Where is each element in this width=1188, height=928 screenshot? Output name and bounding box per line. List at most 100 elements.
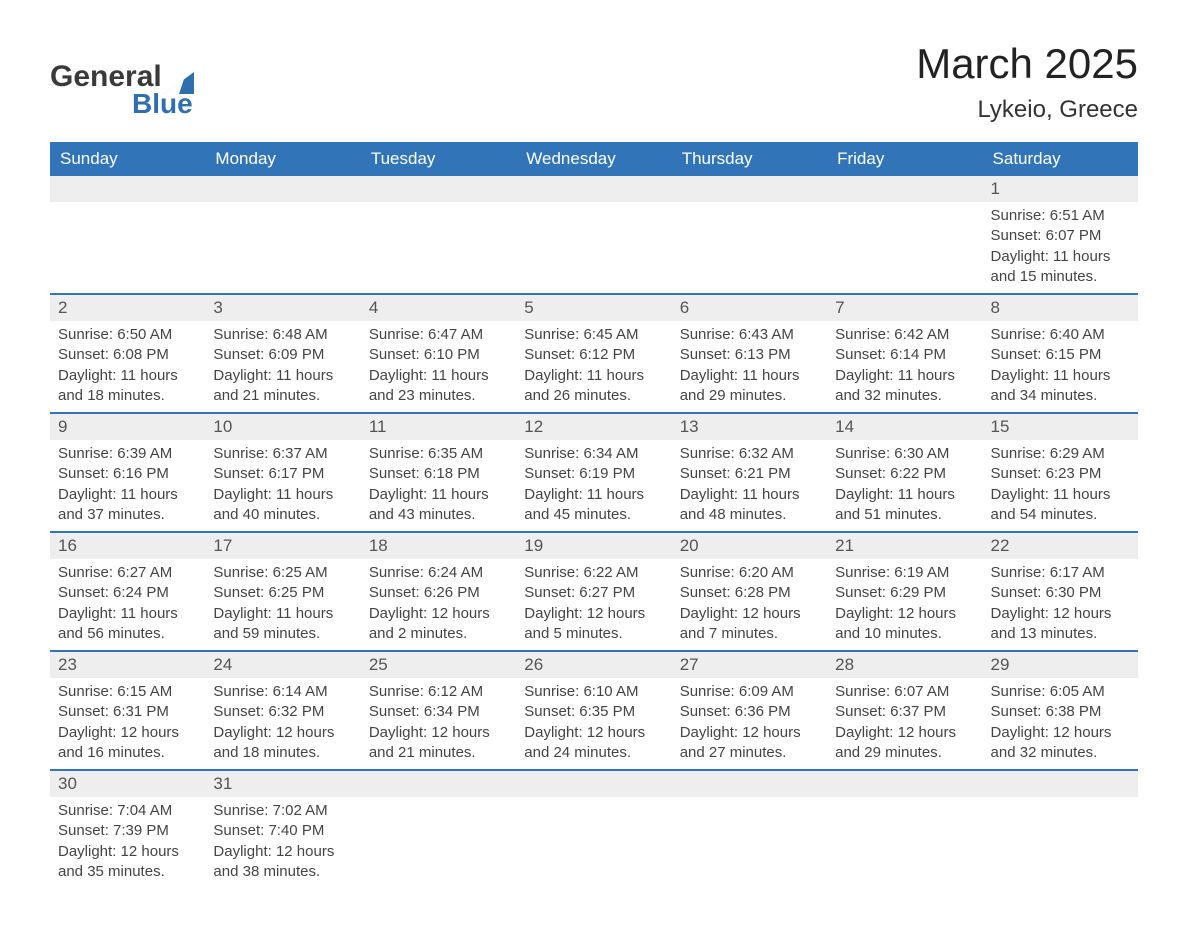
day-number <box>516 176 671 202</box>
day-number: 11 <box>361 414 516 440</box>
calendar-week: 1Sunrise: 6:51 AMSunset: 6:07 PMDaylight… <box>50 176 1138 293</box>
daylight-line: Daylight: 11 hours and 43 minutes. <box>369 485 508 526</box>
sunset-line: Sunset: 6:10 PM <box>369 345 508 365</box>
calendar-day: 3Sunrise: 6:48 AMSunset: 6:09 PMDaylight… <box>205 295 360 412</box>
day-number: 12 <box>516 414 671 440</box>
day-details: Sunrise: 6:09 AMSunset: 6:36 PMDaylight:… <box>672 678 827 769</box>
calendar-day-empty <box>50 176 205 293</box>
day-details: Sunrise: 6:45 AMSunset: 6:12 PMDaylight:… <box>516 321 671 412</box>
day-details: Sunrise: 6:12 AMSunset: 6:34 PMDaylight:… <box>361 678 516 769</box>
calendar-day: 15Sunrise: 6:29 AMSunset: 6:23 PMDayligh… <box>983 414 1138 531</box>
daylight-line: Daylight: 12 hours and 27 minutes. <box>680 723 819 764</box>
daylight-line: Daylight: 11 hours and 18 minutes. <box>58 366 197 407</box>
sunset-line: Sunset: 7:39 PM <box>58 821 197 841</box>
daylight-line: Daylight: 11 hours and 40 minutes. <box>213 485 352 526</box>
day-details: Sunrise: 6:24 AMSunset: 6:26 PMDaylight:… <box>361 559 516 650</box>
day-details: Sunrise: 6:07 AMSunset: 6:37 PMDaylight:… <box>827 678 982 769</box>
sunset-line: Sunset: 6:35 PM <box>524 702 663 722</box>
daylight-line: Daylight: 12 hours and 2 minutes. <box>369 604 508 645</box>
calendar-day: 11Sunrise: 6:35 AMSunset: 6:18 PMDayligh… <box>361 414 516 531</box>
sunset-line: Sunset: 6:27 PM <box>524 583 663 603</box>
calendar-day: 10Sunrise: 6:37 AMSunset: 6:17 PMDayligh… <box>205 414 360 531</box>
sunset-line: Sunset: 6:19 PM <box>524 464 663 484</box>
calendar-day: 31Sunrise: 7:02 AMSunset: 7:40 PMDayligh… <box>205 771 360 888</box>
calendar-day: 23Sunrise: 6:15 AMSunset: 6:31 PMDayligh… <box>50 652 205 769</box>
daylight-line: Daylight: 11 hours and 23 minutes. <box>369 366 508 407</box>
day-details: Sunrise: 6:40 AMSunset: 6:15 PMDaylight:… <box>983 321 1138 412</box>
sunrise-line: Sunrise: 6:12 AM <box>369 682 508 702</box>
day-number: 28 <box>827 652 982 678</box>
day-number: 29 <box>983 652 1138 678</box>
day-details: Sunrise: 6:48 AMSunset: 6:09 PMDaylight:… <box>205 321 360 412</box>
sunset-line: Sunset: 6:32 PM <box>213 702 352 722</box>
calendar-day: 13Sunrise: 6:32 AMSunset: 6:21 PMDayligh… <box>672 414 827 531</box>
calendar-day: 24Sunrise: 6:14 AMSunset: 6:32 PMDayligh… <box>205 652 360 769</box>
sunrise-line: Sunrise: 6:14 AM <box>213 682 352 702</box>
dayname-monday: Monday <box>205 142 360 176</box>
day-details: Sunrise: 6:19 AMSunset: 6:29 PMDaylight:… <box>827 559 982 650</box>
sunrise-line: Sunrise: 6:19 AM <box>835 563 974 583</box>
day-details: Sunrise: 6:37 AMSunset: 6:17 PMDaylight:… <box>205 440 360 531</box>
dayname-saturday: Saturday <box>983 142 1138 176</box>
calendar-day: 12Sunrise: 6:34 AMSunset: 6:19 PMDayligh… <box>516 414 671 531</box>
calendar-day-empty <box>361 771 516 888</box>
day-number: 4 <box>361 295 516 321</box>
sunrise-line: Sunrise: 6:32 AM <box>680 444 819 464</box>
calendar-day: 27Sunrise: 6:09 AMSunset: 6:36 PMDayligh… <box>672 652 827 769</box>
day-details: Sunrise: 6:25 AMSunset: 6:25 PMDaylight:… <box>205 559 360 650</box>
sunset-line: Sunset: 6:07 PM <box>991 226 1130 246</box>
calendar-day: 16Sunrise: 6:27 AMSunset: 6:24 PMDayligh… <box>50 533 205 650</box>
sunset-line: Sunset: 7:40 PM <box>213 821 352 841</box>
calendar-day: 2 Sunrise: 6:50 AMSunset: 6:08 PMDaylight… <box>50 295 205 412</box>
calendar-day: 9Sunrise: 6:39 AMSunset: 6:16 PMDaylight… <box>50 414 205 531</box>
day-number: 15 <box>983 414 1138 440</box>
sunset-line: Sunset: 6:08 PM <box>58 345 197 365</box>
calendar-day: 5Sunrise: 6:45 AMSunset: 6:12 PMDaylight… <box>516 295 671 412</box>
sunrise-line: Sunrise: 6:29 AM <box>991 444 1130 464</box>
sunset-line: Sunset: 6:38 PM <box>991 702 1130 722</box>
sunset-line: Sunset: 6:12 PM <box>524 345 663 365</box>
day-number: 3 <box>205 295 360 321</box>
sunrise-line: Sunrise: 6:10 AM <box>524 682 663 702</box>
day-number: 31 <box>205 771 360 797</box>
calendar-day-empty <box>516 176 671 293</box>
daylight-line: Daylight: 11 hours and 48 minutes. <box>680 485 819 526</box>
sunrise-line: Sunrise: 6:43 AM <box>680 325 819 345</box>
sunrise-line: Sunrise: 6:40 AM <box>991 325 1130 345</box>
day-number: 5 <box>516 295 671 321</box>
calendar-week: 9Sunrise: 6:39 AMSunset: 6:16 PMDaylight… <box>50 412 1138 531</box>
sunrise-line: Sunrise: 6:47 AM <box>369 325 508 345</box>
daylight-line: Daylight: 12 hours and 21 minutes. <box>369 723 508 764</box>
sunset-line: Sunset: 6:30 PM <box>991 583 1130 603</box>
daylight-line: Daylight: 11 hours and 45 minutes. <box>524 485 663 526</box>
calendar-day: 18Sunrise: 6:24 AMSunset: 6:26 PMDayligh… <box>361 533 516 650</box>
calendar-day: 21Sunrise: 6:19 AMSunset: 6:29 PMDayligh… <box>827 533 982 650</box>
day-number: 8 <box>983 295 1138 321</box>
day-details: Sunrise: 7:02 AMSunset: 7:40 PMDaylight:… <box>205 797 360 888</box>
day-number <box>361 176 516 202</box>
calendar-week: 23Sunrise: 6:15 AMSunset: 6:31 PMDayligh… <box>50 650 1138 769</box>
sunset-line: Sunset: 6:31 PM <box>58 702 197 722</box>
calendar-day: 17Sunrise: 6:25 AMSunset: 6:25 PMDayligh… <box>205 533 360 650</box>
calendar-day: 30Sunrise: 7:04 AMSunset: 7:39 PMDayligh… <box>50 771 205 888</box>
calendar-day: 7Sunrise: 6:42 AMSunset: 6:14 PMDaylight… <box>827 295 982 412</box>
sunset-line: Sunset: 6:23 PM <box>991 464 1130 484</box>
sunrise-line: Sunrise: 6:15 AM <box>58 682 197 702</box>
day-details: Sunrise: 6:39 AMSunset: 6:16 PMDaylight:… <box>50 440 205 531</box>
daylight-line: Daylight: 11 hours and 59 minutes. <box>213 604 352 645</box>
sunrise-line: Sunrise: 6:45 AM <box>524 325 663 345</box>
day-details: Sunrise: 6:22 AMSunset: 6:27 PMDaylight:… <box>516 559 671 650</box>
day-details: Sunrise: 6:32 AMSunset: 6:21 PMDaylight:… <box>672 440 827 531</box>
day-number: 16 <box>50 533 205 559</box>
daylight-line: Daylight: 12 hours and 32 minutes. <box>991 723 1130 764</box>
day-number: 27 <box>672 652 827 678</box>
page-header: General Blue March 2025 Lykeio, Greece <box>50 40 1138 124</box>
day-details: Sunrise: 6:29 AMSunset: 6:23 PMDaylight:… <box>983 440 1138 531</box>
daylight-line: Daylight: 12 hours and 13 minutes. <box>991 604 1130 645</box>
month-title: March 2025 <box>916 40 1138 88</box>
day-number: 2 <box>50 295 205 321</box>
calendar-day: 1Sunrise: 6:51 AMSunset: 6:07 PMDaylight… <box>983 176 1138 293</box>
day-number: 10 <box>205 414 360 440</box>
sunrise-line: Sunrise: 6:35 AM <box>369 444 508 464</box>
sunrise-line: Sunrise: 6:50 AM <box>58 325 197 345</box>
